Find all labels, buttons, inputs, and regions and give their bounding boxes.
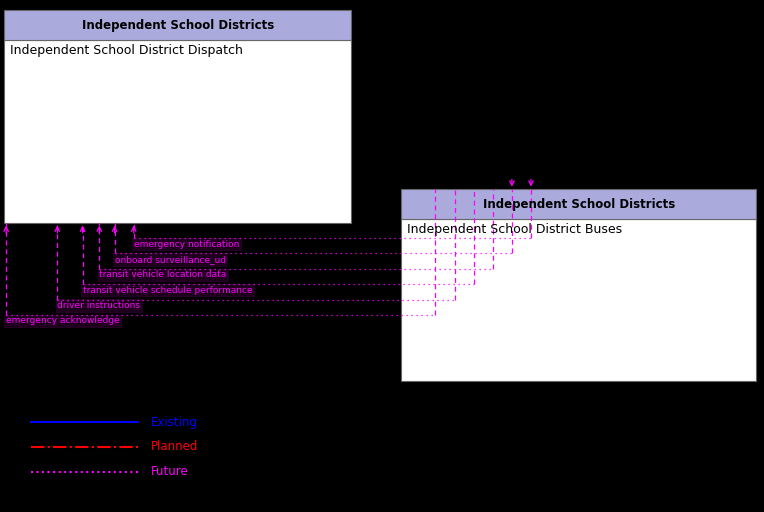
FancyBboxPatch shape xyxy=(4,40,351,223)
FancyBboxPatch shape xyxy=(401,189,756,219)
Text: transit vehicle location data: transit vehicle location data xyxy=(99,270,227,280)
FancyBboxPatch shape xyxy=(401,219,756,381)
FancyBboxPatch shape xyxy=(4,10,351,40)
Text: onboard surveillance_ud: onboard surveillance_ud xyxy=(115,255,225,264)
Text: emergency acknowledge: emergency acknowledge xyxy=(6,316,120,326)
Text: driver instructions: driver instructions xyxy=(57,301,141,310)
Text: emergency notification: emergency notification xyxy=(134,240,239,249)
Text: Independent School Districts: Independent School Districts xyxy=(82,18,274,32)
Text: Independent School District Dispatch: Independent School District Dispatch xyxy=(10,44,243,57)
Text: Independent School Districts: Independent School Districts xyxy=(483,198,675,211)
Text: Independent School District Buses: Independent School District Buses xyxy=(407,223,623,236)
Text: Existing: Existing xyxy=(151,416,199,429)
Text: Future: Future xyxy=(151,465,189,478)
Text: transit vehicle schedule performance: transit vehicle schedule performance xyxy=(83,286,252,295)
Text: Planned: Planned xyxy=(151,440,199,454)
